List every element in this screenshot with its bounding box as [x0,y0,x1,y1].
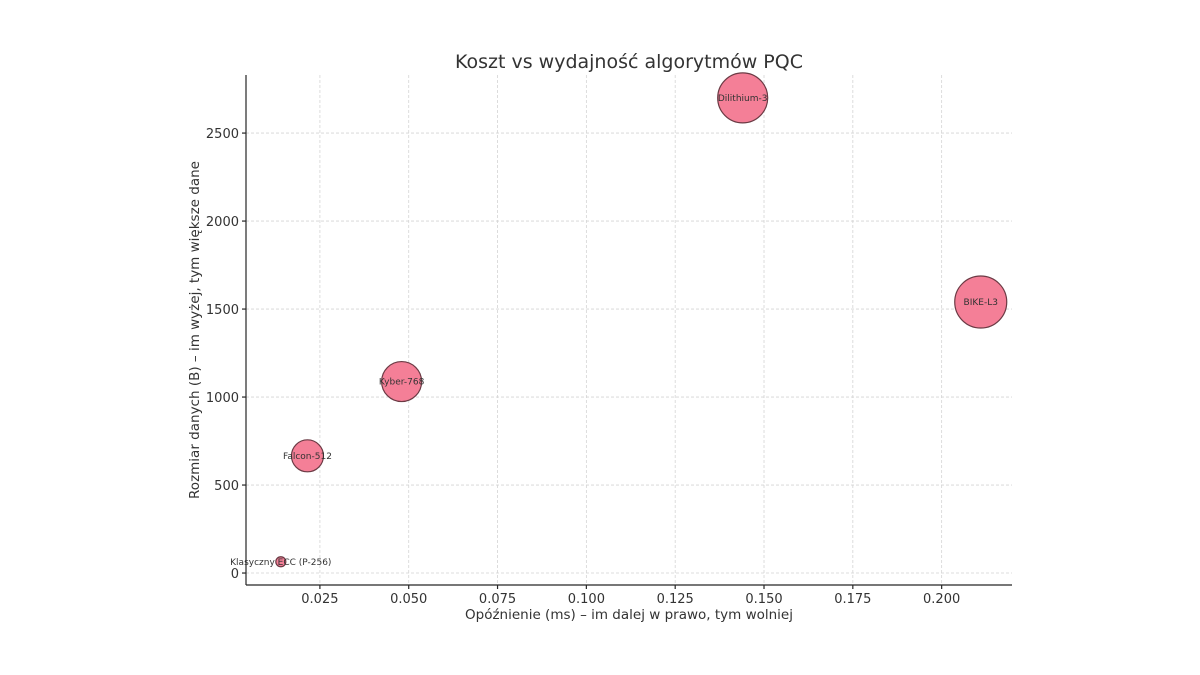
bubble-point: Kyber-768 [379,360,425,403]
y-axis-label: Rozmiar danych (B) – im wyżej, tym więks… [187,161,203,499]
y-tick-label: 2000 [206,215,239,230]
y-tick-label: 1500 [206,303,239,318]
data-points: Klasyczny ECC (P-256) Falcon-512 Kyber-768… [230,72,1008,568]
x-axis-ticks: 0.025 0.050 0.075 0.100 0.125 0.150 0.175 0.200 [301,585,960,607]
y-tick-label: 500 [214,479,239,494]
bubble-marker [290,439,325,473]
axes [245,75,1012,586]
x-tick-label: 0.075 [479,592,516,607]
y-tick-label: 0 [231,567,239,582]
chart-title: Koszt vs wydajność algorytmów PQC [455,51,803,73]
x-tick-label: 0.200 [923,592,960,607]
bubble-point: Klasyczny ECC (P-256) [230,556,331,568]
bubble-point: BIKE-L3 [954,275,1008,329]
bubble-label: BIKE-L3 [964,298,998,308]
grid-lines [246,75,1012,585]
y-tick-label: 1000 [206,391,239,406]
bubble-marker [717,72,769,124]
bubble-label: Dilithium-3 [718,94,768,104]
y-tick-label: 2500 [206,127,239,142]
bubble-marker [954,275,1008,329]
bubble-point: Dilithium-3 [717,72,769,124]
x-tick-label: 0.100 [568,592,605,607]
bubble-label: Kyber-768 [379,378,425,388]
x-tick-label: 0.050 [390,592,427,607]
x-tick-label: 0.125 [657,592,694,607]
bubble-label: Falcon-512 [283,452,332,462]
x-tick-label: 0.150 [745,592,782,607]
bubble-point: Falcon-512 [283,439,332,473]
y-axis-ticks: 0 500 1000 1500 2000 2500 [206,127,246,582]
bubble-marker [381,360,423,403]
x-axis-label: Opóźnienie (ms) – im dalej w prawo, tym … [465,607,793,623]
bubble-label: Klasyczny ECC (P-256) [230,558,331,568]
x-tick-label: 0.025 [301,592,338,607]
bubble-marker [275,556,287,568]
x-tick-label: 0.175 [834,592,871,607]
